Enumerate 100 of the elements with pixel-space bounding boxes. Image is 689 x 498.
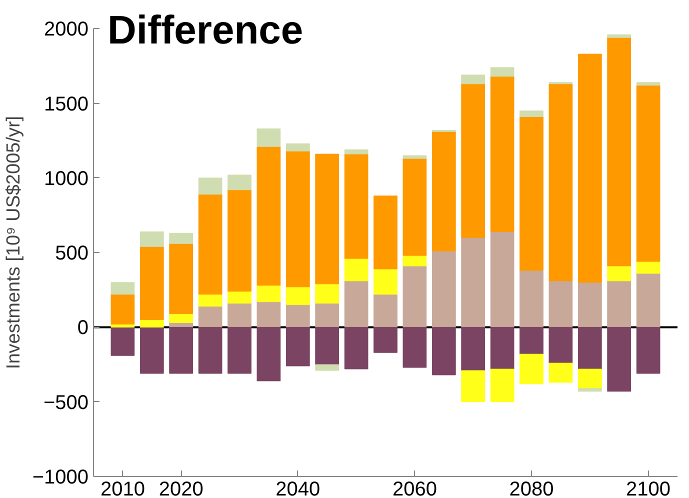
bar <box>490 67 514 77</box>
bar <box>228 326 252 374</box>
bar <box>344 280 368 328</box>
x-tick-label: 2060 <box>392 478 437 498</box>
bar <box>432 326 456 376</box>
y-tick-label: 500 <box>55 242 89 265</box>
bar <box>461 237 486 328</box>
bar <box>432 131 456 252</box>
bar <box>548 280 573 328</box>
bar <box>461 84 486 238</box>
bar <box>636 85 660 262</box>
bar <box>578 326 602 370</box>
bar <box>140 326 164 374</box>
bar <box>490 326 514 370</box>
x-tick-label: 2100 <box>626 478 671 498</box>
bar <box>548 362 573 383</box>
x-tick-label: 2040 <box>276 478 320 498</box>
bar <box>140 231 164 247</box>
bar <box>256 285 281 302</box>
bar <box>198 194 222 295</box>
bar <box>402 155 427 159</box>
bar <box>520 354 544 384</box>
bar <box>520 270 544 328</box>
bar <box>110 326 135 356</box>
bar <box>286 286 310 306</box>
bar <box>548 326 573 364</box>
bar <box>607 266 632 282</box>
bar <box>374 326 398 353</box>
bar <box>286 143 310 152</box>
y-tick-label: 0 <box>77 317 88 340</box>
bar <box>169 326 194 374</box>
bar <box>490 368 514 402</box>
bar <box>344 258 368 282</box>
x-tick-label: 2010 <box>100 478 145 498</box>
bar <box>548 84 573 282</box>
bar <box>315 364 340 371</box>
bar <box>520 326 544 354</box>
bar <box>636 326 660 374</box>
bar <box>256 302 281 328</box>
bar <box>315 326 340 365</box>
bar <box>198 326 222 374</box>
bar <box>198 294 222 307</box>
bar <box>256 326 281 382</box>
bar <box>286 326 310 366</box>
bar <box>607 280 632 328</box>
bar <box>402 266 427 328</box>
bar <box>198 178 222 195</box>
bar <box>169 243 194 314</box>
bar <box>402 326 427 368</box>
bar <box>315 303 340 328</box>
bar <box>578 282 602 328</box>
bar <box>374 294 398 328</box>
bar <box>490 231 514 328</box>
bar <box>344 154 368 259</box>
x-tick-label: 2020 <box>158 478 204 498</box>
bar <box>607 326 632 392</box>
bar <box>578 388 602 392</box>
bar <box>402 255 427 266</box>
bar <box>578 54 602 283</box>
bar <box>256 146 281 286</box>
bar <box>520 110 544 117</box>
bar <box>315 284 340 304</box>
y-tick-label: −1000 <box>32 466 88 488</box>
bar <box>461 74 486 84</box>
bar <box>578 368 602 389</box>
bar <box>228 291 252 304</box>
bar <box>140 246 164 320</box>
bar <box>636 273 660 328</box>
bar <box>256 128 281 147</box>
y-axis-title: Investments [10⁹ US$2005/yr] <box>3 116 24 370</box>
bar <box>374 268 398 295</box>
bar <box>228 174 252 190</box>
chart-title: Difference <box>108 8 304 53</box>
bar <box>110 294 135 324</box>
bar <box>344 149 368 154</box>
bar <box>286 304 310 328</box>
bar <box>169 232 194 244</box>
bar <box>169 314 194 323</box>
bar <box>402 158 427 256</box>
y-tick-label: 2000 <box>44 18 89 41</box>
y-tick-label: 1000 <box>44 168 89 190</box>
x-tick-label: 2080 <box>509 478 554 498</box>
bar <box>607 34 632 38</box>
bar <box>490 76 514 232</box>
bar <box>140 320 164 328</box>
bar <box>636 261 660 274</box>
bar <box>228 190 252 292</box>
bar <box>636 82 660 86</box>
y-tick-label: −500 <box>43 392 89 414</box>
bar <box>607 37 632 266</box>
bar <box>374 196 398 270</box>
bar <box>228 303 252 328</box>
bar <box>461 326 486 371</box>
bar <box>198 306 222 328</box>
bar <box>344 326 368 370</box>
bar <box>110 282 135 295</box>
bar <box>432 250 456 328</box>
y-tick-label: 1500 <box>44 93 89 116</box>
bar <box>315 154 340 284</box>
bar <box>286 150 310 288</box>
